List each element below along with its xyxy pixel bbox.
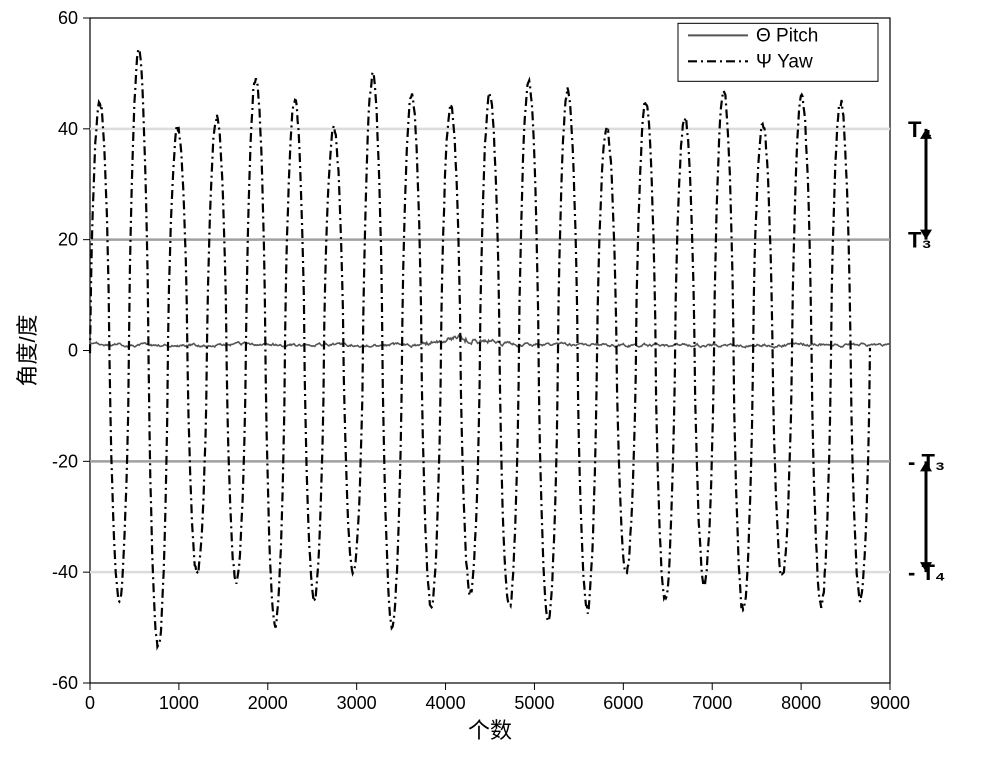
y-tick-label: -40 xyxy=(52,562,78,582)
y-tick-label: 20 xyxy=(58,230,78,250)
y-tick-label: 40 xyxy=(58,119,78,139)
legend-label: Θ Pitch xyxy=(756,25,818,46)
x-tick-label: 7000 xyxy=(692,693,732,713)
x-tick-label: 2000 xyxy=(248,693,288,713)
y-tick-label: -20 xyxy=(52,451,78,471)
figure-container: 0 1000 2000 3000 4000 5000 6000 7000 8000 9000 -60… xyxy=(0,0,1000,761)
x-tick-label: 8000 xyxy=(781,693,821,713)
chart-svg: 0 1000 2000 3000 4000 5000 6000 7000 8000 9000 -60… xyxy=(0,0,1000,761)
x-tick-label: 0 xyxy=(85,693,95,713)
x-tick-label: 3000 xyxy=(337,693,377,713)
x-tick-label: 4000 xyxy=(426,693,466,713)
y-tick-label: 0 xyxy=(68,341,78,361)
legend-label: Ψ Yaw xyxy=(756,51,813,72)
y-tick-label: -60 xyxy=(52,673,78,693)
y-axis-label: 角度/度 xyxy=(15,314,40,386)
x-tick-label: 6000 xyxy=(603,693,643,713)
x-tick-label: 5000 xyxy=(514,693,554,713)
x-tick-label: 9000 xyxy=(870,693,910,713)
y-tick-label: 60 xyxy=(58,8,78,28)
x-tick-label: 1000 xyxy=(159,693,199,713)
x-axis-label: 个数 xyxy=(468,718,512,743)
